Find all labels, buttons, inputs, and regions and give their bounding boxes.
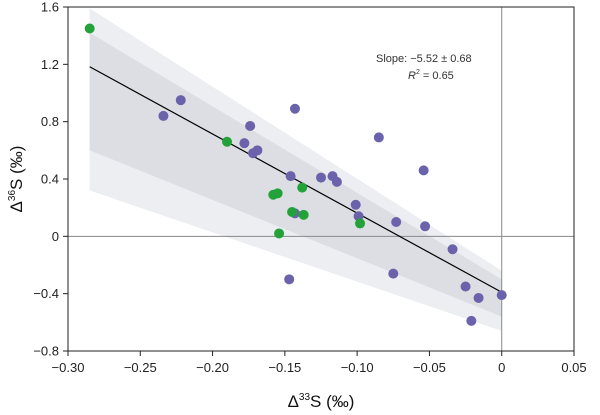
purple-data-point — [289, 103, 300, 114]
y-tick-label: 1.6 — [41, 0, 59, 15]
x-axis: −0.30 −0.25 −0.20 −0.15 −0.10 −0.05 0 0.05 — [52, 351, 587, 375]
green-data-point — [297, 182, 308, 193]
x-axis-title-suffix: S (‰) — [310, 392, 354, 411]
x-tick-label: −0.10 — [341, 360, 374, 375]
y-axis-title-suffix: S (‰) — [7, 146, 26, 190]
inner-confidence-band — [89, 32, 502, 317]
y-tick-label: 0 — [52, 229, 59, 244]
x-axis-title-prefix: Δ — [288, 392, 299, 411]
regression-line — [89, 66, 503, 293]
purple-data-point — [447, 244, 458, 255]
y-tick-label: 0.4 — [41, 172, 59, 187]
purple-data-point — [466, 315, 477, 326]
r2-symbol: R — [408, 70, 416, 82]
y-tick-label: 0.8 — [41, 114, 59, 129]
green-data-point — [272, 188, 283, 199]
y-tick-label: −0.8 — [33, 344, 59, 359]
plot-area — [68, 7, 574, 351]
purple-data-point — [316, 172, 326, 183]
purple-data-point — [473, 292, 484, 303]
x-tick-label: −0.25 — [124, 360, 157, 375]
purple-data-point — [391, 217, 402, 227]
purple-data-point — [350, 199, 361, 210]
purple-data-point — [460, 281, 471, 292]
green-data-point — [222, 136, 233, 147]
purple-data-point — [175, 95, 186, 106]
y-axis-title: Δ36S (‰) — [7, 146, 26, 213]
x-tick-label: −0.30 — [52, 360, 85, 375]
purple-data-point — [239, 138, 250, 149]
x-axis-title: Δ33S (‰) — [288, 392, 355, 411]
y-axis-title-sup: 36 — [7, 190, 18, 202]
x-tick-label: −0.20 — [196, 360, 229, 375]
y-tick-label: 1.2 — [41, 57, 59, 72]
purple-data-point — [373, 132, 384, 143]
x-tick-label: −0.15 — [268, 360, 301, 375]
r2-annotation: R2 = 0.65 — [408, 69, 454, 82]
purple-data-point — [388, 268, 399, 279]
purple-data-point — [420, 221, 431, 232]
green-data-point — [274, 228, 285, 239]
purple-data-point — [285, 171, 296, 182]
green-data-point — [298, 209, 309, 220]
y-axis-title-prefix: Δ — [7, 201, 26, 212]
y-tick-label: −0.4 — [33, 286, 59, 301]
purple-data-point — [252, 145, 263, 156]
green-data-point — [355, 218, 366, 229]
data-points — [84, 23, 507, 326]
purple-data-point — [418, 165, 429, 176]
x-tick-label: −0.05 — [413, 360, 446, 375]
purple-data-point — [496, 290, 507, 301]
purple-data-point — [245, 120, 256, 131]
purple-data-point — [331, 176, 342, 187]
r2-value: = 0.65 — [420, 70, 454, 82]
x-axis-title-sup: 33 — [299, 392, 311, 403]
purple-data-point — [158, 110, 169, 121]
r2-superscript: 2 — [416, 69, 420, 76]
green-data-point — [287, 206, 298, 217]
y-axis: −0.8 −0.4 0 0.4 0.8 1.2 1.6 — [33, 0, 68, 359]
purple-data-point — [284, 274, 295, 285]
slope-annotation: Slope: −5.52 ± 0.68 — [376, 53, 472, 65]
x-tick-label: 0 — [498, 360, 505, 375]
x-tick-label: 0.05 — [561, 360, 586, 375]
green-data-point — [84, 23, 95, 34]
